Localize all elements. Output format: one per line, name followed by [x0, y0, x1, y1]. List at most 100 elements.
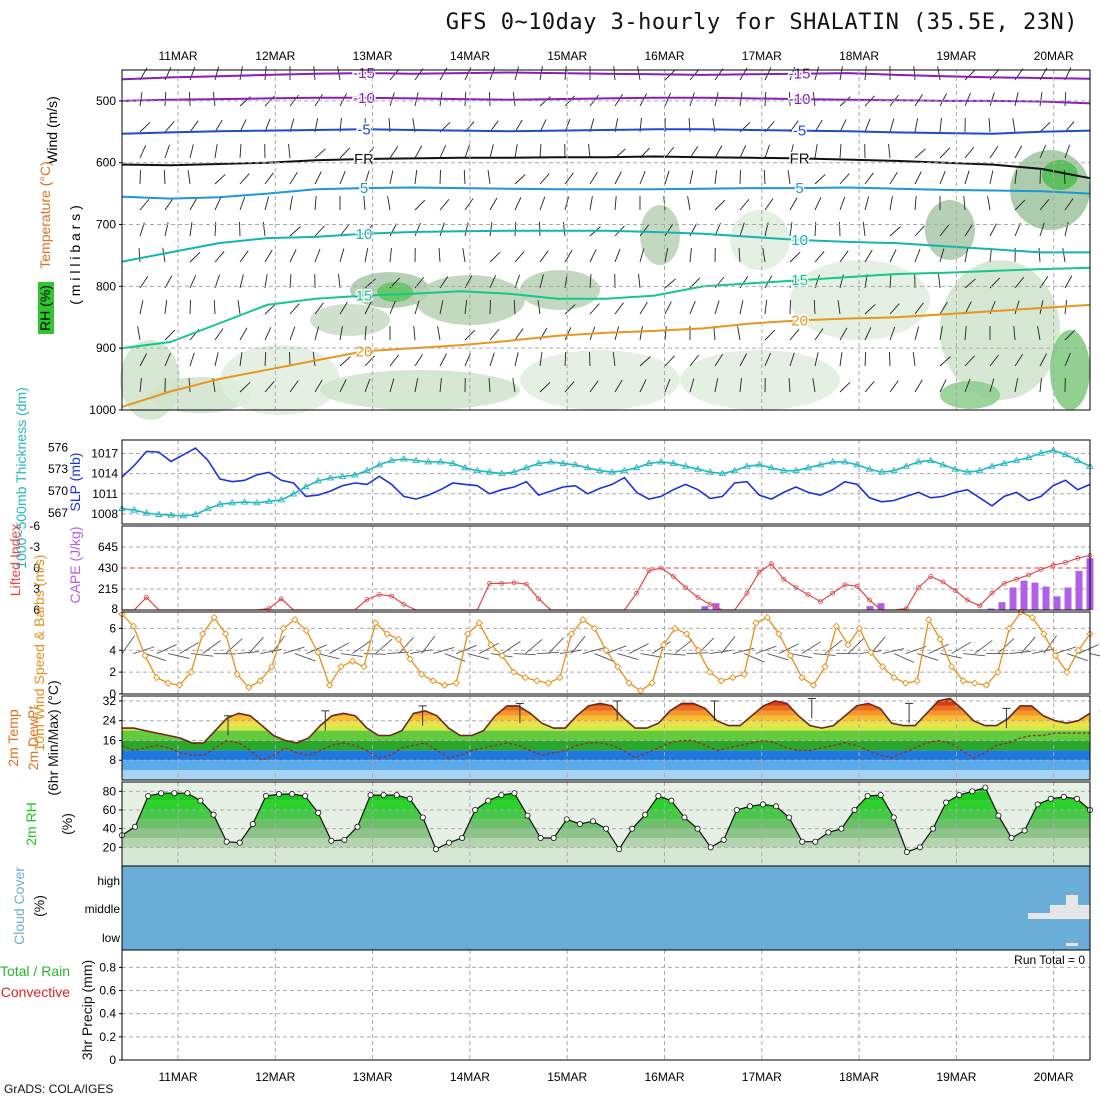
upper-wind-barb-283 [664, 326, 667, 341]
thickness-marker-37 [571, 460, 580, 468]
upper-wind-barb-293 [689, 248, 692, 263]
rh-point-16 [328, 837, 335, 844]
thickness-marker-58 [828, 458, 837, 465]
rh-band-0 [122, 847, 1090, 866]
upper-wind-barb-84 [289, 226, 301, 237]
temp-band-0 [122, 770, 1090, 780]
upper-wind-barb-204 [513, 299, 516, 315]
upper-wind-barb-444 [988, 118, 991, 133]
wind-barb-61 [824, 639, 843, 654]
upper-wind-barb-164 [439, 276, 449, 289]
upper-wind-barb-153 [413, 326, 416, 341]
upper-wind-barb-259 [614, 379, 623, 393]
rh-point-68 [1008, 835, 1015, 842]
rh-point-20 [380, 792, 387, 799]
upper-wind-barb-38 [188, 378, 191, 393]
wind-speed-point-76 [994, 668, 1002, 676]
wind-speed-point-69 [913, 677, 921, 685]
temp-tick-1: 16 [103, 733, 117, 747]
upper-axis-rh-label: RH (%) [37, 285, 53, 331]
lifted-index-point-64 [903, 606, 909, 611]
upper-wind-barb-267 [639, 248, 645, 263]
thickness-marker-65 [914, 458, 923, 465]
rh-point-65 [969, 788, 976, 795]
upper-wind-barb-384 [864, 249, 873, 263]
upper-wind-barb-435 [964, 224, 974, 237]
wind-barb-57 [778, 643, 799, 654]
upper-wind-barb-315 [739, 145, 747, 159]
upper-wind-barb-54 [239, 119, 247, 133]
temp-band-9 [122, 705, 1090, 711]
upper-wind-barb-163 [438, 248, 441, 263]
upper-wind-barb-174 [464, 198, 474, 211]
rh-tick-3: 80 [103, 784, 117, 798]
upper-wind-barb-135 [387, 196, 391, 211]
upper-wind-barb-465 [1013, 326, 1016, 341]
wind-speed-point-40 [579, 616, 587, 624]
upper-wind-barb-18 [164, 198, 174, 211]
wind-barb-45 [640, 653, 663, 658]
upper-wind-barb-44 [214, 197, 222, 211]
temp-contour-label-10-1: 10 [791, 232, 808, 249]
thickness-marker-59 [841, 458, 849, 465]
rh-shading-13 [1042, 160, 1078, 190]
wind-tick-3: 6 [109, 621, 116, 635]
bottom-date-label-9: 20MAR [1034, 1070, 1074, 1084]
upper-wind-barb-154 [414, 354, 424, 367]
upper-wind-barb-1 [139, 92, 143, 107]
wind-speed-point-49 [683, 630, 691, 638]
wind-barb-56 [767, 653, 789, 661]
wind-speed-point-46 [648, 679, 656, 687]
upper-wind-barb-258 [612, 352, 616, 367]
upper-wind-barb-405 [914, 118, 919, 133]
wind-barb-15 [294, 653, 316, 662]
upper-wind-barb-473 [1039, 198, 1050, 211]
thickness-marker-14 [289, 490, 298, 497]
temp-axis-label-2: 2m DewPt [25, 706, 41, 771]
upper-wind-barb-416 [937, 66, 941, 81]
cloud-patch-2 [1050, 905, 1090, 913]
upper-wind-barb-134 [389, 170, 394, 185]
temp-contour-FR [121, 155, 1091, 180]
top-date-label-3: 14MAR [450, 49, 490, 63]
cape-bar-53 [701, 606, 709, 610]
upper-wind-barb-92 [314, 94, 324, 107]
rh-point-73 [1073, 795, 1080, 802]
temp-contour-label-10-0: 10 [356, 226, 373, 243]
wind-speed-point-31 [475, 619, 483, 627]
wind-barb-31 [479, 642, 499, 654]
upper-wind-barb-423 [939, 248, 945, 263]
upper-wind-barb-486 [1064, 198, 1074, 211]
rh-point-29 [498, 792, 505, 799]
wind-speed-point-73 [959, 677, 967, 685]
thickness-marker-76 [1049, 446, 1058, 453]
upper-wind-barb-116 [339, 379, 347, 393]
bottom-date-label-8: 19MAR [936, 1070, 976, 1084]
upper-wind-barb-342 [787, 170, 791, 185]
temp-axis-label-1: 2m Temp [5, 709, 21, 767]
upper-wind-barb-400 [889, 326, 896, 341]
temp-contour-15 [121, 266, 1091, 350]
lifted-index-point-47 [695, 595, 701, 600]
rh-axis-unit: (%) [59, 813, 75, 835]
thickness-marker-11 [252, 498, 261, 506]
upper-wind-barb-211 [539, 144, 542, 159]
thickness-tick-3: 576 [48, 440, 68, 454]
cape-frame [121, 525, 1091, 611]
lifted-index-point-22 [389, 593, 394, 599]
thickness-marker-57 [816, 460, 825, 468]
upper-wind-barb-335 [764, 329, 776, 341]
wind-barb-81 [1055, 646, 1077, 654]
wind-barb-2 [144, 653, 166, 662]
wind-barb-40 [582, 647, 605, 654]
wind-speed-point-59 [798, 673, 806, 682]
upper-wind-barb-453 [989, 354, 999, 367]
rh-point-2 [145, 793, 152, 800]
wind-barb-55 [755, 645, 777, 654]
rh-point-6 [197, 797, 204, 804]
cape-bar-79 [987, 608, 995, 610]
upper-wind-barb-434 [963, 196, 966, 211]
upper-wind-barb-343 [789, 197, 798, 211]
precip-total-label: Total / Rain [0, 963, 70, 979]
lifted-index-point-65 [916, 585, 921, 590]
